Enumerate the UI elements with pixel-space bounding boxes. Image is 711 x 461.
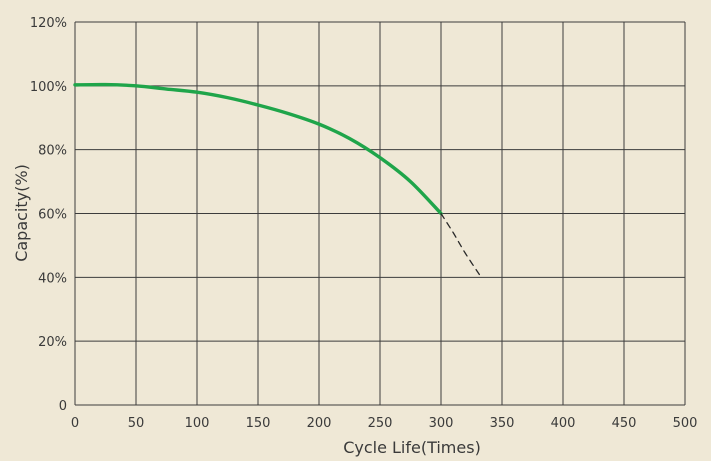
capacity-curve	[73, 82, 443, 216]
x-tick-label: 350	[490, 416, 515, 431]
y-tick-label: 120%	[30, 16, 67, 31]
y-tick-label: 100%	[30, 80, 67, 95]
y-tick-label: 80%	[38, 144, 67, 159]
y-axis-title: Capacity(%)	[12, 164, 31, 262]
series-layer	[73, 82, 482, 278]
x-tick-label: 400	[551, 416, 576, 431]
x-tick-label: 0	[71, 416, 79, 431]
capacity-curve-extrapolated	[440, 212, 482, 278]
y-tick-label: 20%	[38, 335, 67, 350]
x-tick-label: 100	[185, 416, 210, 431]
tick-labels: 0 50 100 150 200 250 300 350 400 450 500 0 20% 40% 60%…	[30, 16, 698, 431]
x-tick-label: 450	[612, 416, 637, 431]
y-tick-label: 0	[59, 399, 67, 414]
x-tick-label: 50	[128, 416, 145, 431]
x-axis-title: Cycle Life(Times)	[343, 438, 481, 457]
x-tick-label: 300	[429, 416, 454, 431]
x-tick-label: 150	[246, 416, 271, 431]
x-tick-label: 200	[307, 416, 332, 431]
x-tick-label: 500	[673, 416, 698, 431]
x-tick-label: 250	[368, 416, 393, 431]
y-tick-label: 60%	[38, 208, 67, 223]
y-tick-label: 40%	[38, 271, 67, 286]
grid	[74, 21, 686, 406]
